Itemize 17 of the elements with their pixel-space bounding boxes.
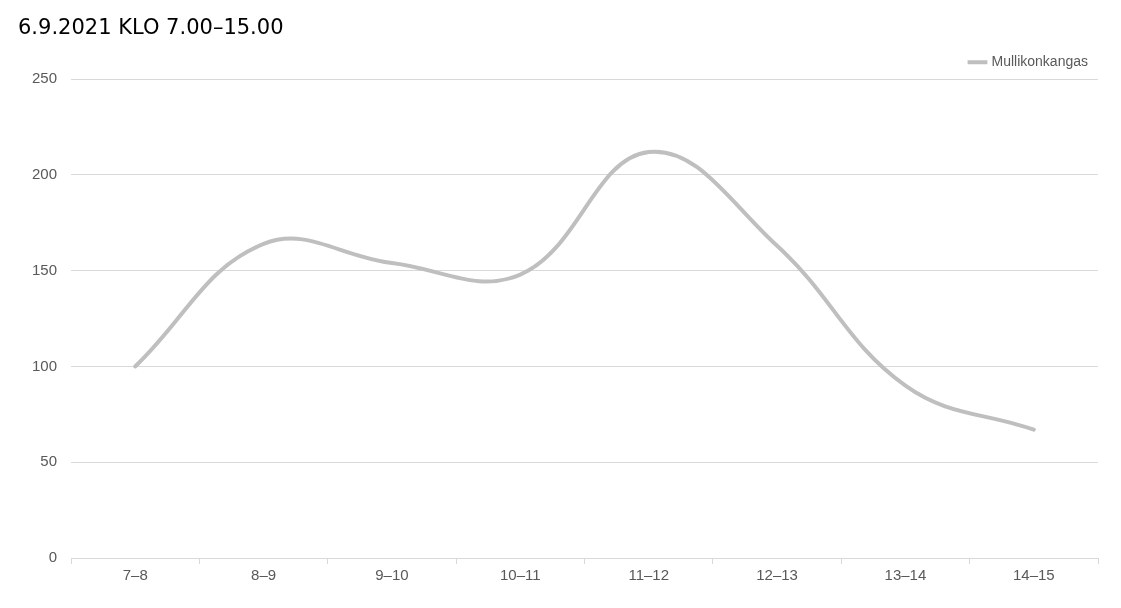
x-tick-label: 12–13 [756,566,798,584]
y-tick-label: 200 [32,165,58,183]
chart-title: 6.9.2021 KLO 7.00–15.00 [18,15,284,40]
y-tick-label: 50 [40,452,58,470]
x-tick-label: 7–8 [122,566,148,584]
x-tick-label: 9–10 [375,566,409,584]
y-tick-label: 250 [32,69,58,87]
x-tick-label: 13–14 [884,566,927,584]
y-tick-label: 100 [32,356,58,374]
x-tick-label: 14–15 [1012,566,1055,584]
x-tick-label: 8–9 [251,566,277,584]
x-tick-label: 10–11 [500,566,541,584]
x-tick-label: 11–12 [628,566,669,584]
y-tick-label: 0 [48,548,58,566]
line-series [133,149,1036,432]
legend-label: Mullikonkangas [991,53,1088,70]
y-tick-label: 150 [32,260,58,278]
